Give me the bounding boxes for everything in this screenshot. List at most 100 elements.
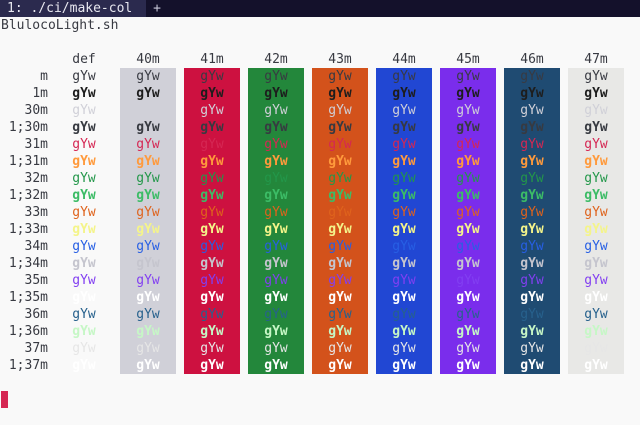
sample-cell: gYw <box>72 256 96 271</box>
tab-active[interactable]: 1: ./ci/make-col <box>0 0 146 17</box>
sample-cell: gYw <box>328 358 352 373</box>
sample-cell: gYw <box>328 154 352 169</box>
sample-cell: gYw <box>264 273 288 288</box>
sample-cell: gYw <box>392 239 416 254</box>
sample-cell: gYw <box>72 205 96 220</box>
sample-cell: gYw <box>200 341 224 356</box>
sample-cell: gYw <box>136 69 160 84</box>
sample-cell: gYw <box>520 137 544 152</box>
row-label-1-37m: 1;37m <box>8 358 48 373</box>
sample-cell: gYw <box>200 307 224 322</box>
sample-cell: gYw <box>264 137 288 152</box>
sample-cell: gYw <box>392 86 416 101</box>
sample-cell: gYw <box>520 273 544 288</box>
sample-cell: gYw <box>584 188 608 203</box>
sample-cell: gYw <box>392 103 416 118</box>
sample-cell: gYw <box>456 256 480 271</box>
sample-cell: gYw <box>456 103 480 118</box>
sample-cell: gYw <box>136 154 160 169</box>
terminal-cursor <box>1 391 8 408</box>
sample-cell: gYw <box>584 341 608 356</box>
sample-cell: gYw <box>136 205 160 220</box>
sample-cell: gYw <box>136 307 160 322</box>
sample-cell: gYw <box>456 205 480 220</box>
sample-cell: gYw <box>520 256 544 271</box>
sample-cell: gYw <box>392 307 416 322</box>
background-swatch-46m <box>504 68 560 374</box>
column-header-44m: 44m <box>392 52 416 67</box>
sample-cell: gYw <box>584 120 608 135</box>
column-header-def: def <box>72 52 96 67</box>
sample-cell: gYw <box>584 171 608 186</box>
sample-cell: gYw <box>200 256 224 271</box>
row-label-32m: 32m <box>24 171 48 186</box>
sample-cell: gYw <box>72 154 96 169</box>
sample-cell: gYw <box>264 239 288 254</box>
sample-cell: gYw <box>456 154 480 169</box>
sample-cell: gYw <box>392 171 416 186</box>
sample-cell: gYw <box>520 341 544 356</box>
row-label-36m: 36m <box>24 307 48 322</box>
sample-cell: gYw <box>520 205 544 220</box>
sample-cell: gYw <box>264 358 288 373</box>
sample-cell: gYw <box>264 69 288 84</box>
sample-cell: gYw <box>200 205 224 220</box>
sample-cell: gYw <box>328 341 352 356</box>
sample-cell: gYw <box>456 137 480 152</box>
sample-cell: gYw <box>392 290 416 305</box>
sample-cell: gYw <box>264 307 288 322</box>
sample-cell: gYw <box>200 222 224 237</box>
sample-cell: gYw <box>200 103 224 118</box>
sample-cell: gYw <box>392 358 416 373</box>
sample-cell: gYw <box>584 307 608 322</box>
column-header-46m: 46m <box>520 52 544 67</box>
sample-cell: gYw <box>392 205 416 220</box>
sample-cell: gYw <box>328 324 352 339</box>
sample-cell: gYw <box>264 171 288 186</box>
sample-cell: gYw <box>200 273 224 288</box>
sample-cell: gYw <box>200 290 224 305</box>
column-header-47m: 47m <box>584 52 608 67</box>
column-header-45m: 45m <box>456 52 480 67</box>
sample-cell: gYw <box>584 273 608 288</box>
sample-cell: gYw <box>584 103 608 118</box>
row-label-1-30m: 1;30m <box>8 120 48 135</box>
background-swatch-42m <box>248 68 304 374</box>
row-label-37m: 37m <box>24 341 48 356</box>
sample-cell: gYw <box>520 86 544 101</box>
row-label-1-33m: 1;33m <box>8 222 48 237</box>
sample-cell: gYw <box>584 290 608 305</box>
sample-cell: gYw <box>456 69 480 84</box>
sample-cell: gYw <box>200 154 224 169</box>
sample-cell: gYw <box>72 290 96 305</box>
sample-cell: gYw <box>200 86 224 101</box>
sample-cell: gYw <box>520 290 544 305</box>
sample-cell: gYw <box>200 358 224 373</box>
sample-cell: gYw <box>264 324 288 339</box>
sample-cell: gYw <box>136 188 160 203</box>
sample-cell: gYw <box>328 120 352 135</box>
sample-cell: gYw <box>264 222 288 237</box>
sample-cell: gYw <box>72 239 96 254</box>
sample-cell: gYw <box>520 69 544 84</box>
sample-cell: gYw <box>136 273 160 288</box>
sample-cell: gYw <box>392 154 416 169</box>
sample-cell: gYw <box>520 222 544 237</box>
sample-cell: gYw <box>72 69 96 84</box>
sample-cell: gYw <box>392 222 416 237</box>
sample-cell: gYw <box>264 205 288 220</box>
sample-cell: gYw <box>200 188 224 203</box>
sample-cell: gYw <box>456 290 480 305</box>
sample-cell: gYw <box>136 239 160 254</box>
sample-cell: gYw <box>264 341 288 356</box>
sample-cell: gYw <box>392 120 416 135</box>
sample-cell: gYw <box>584 358 608 373</box>
row-label-33m: 33m <box>24 205 48 220</box>
column-header-40m: 40m <box>136 52 160 67</box>
row-label-m: m <box>40 69 48 84</box>
sample-cell: gYw <box>328 273 352 288</box>
sample-cell: gYw <box>328 171 352 186</box>
sample-cell: gYw <box>392 273 416 288</box>
background-swatch-41m <box>184 68 240 374</box>
new-tab-plus-icon[interactable]: + <box>153 1 161 16</box>
